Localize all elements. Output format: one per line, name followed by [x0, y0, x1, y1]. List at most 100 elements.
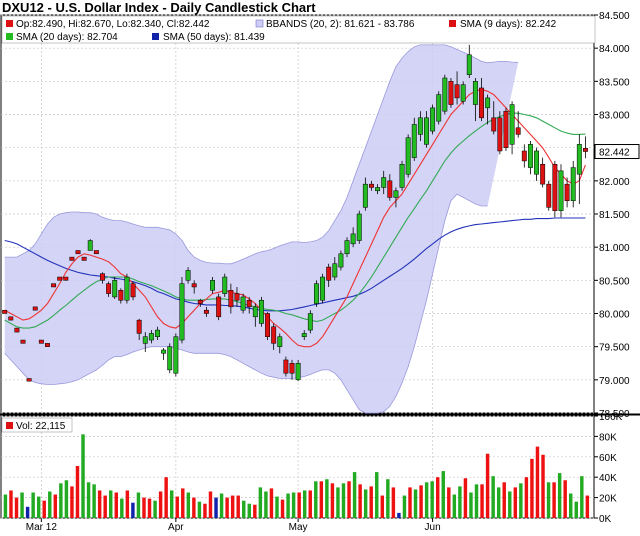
- volume-bar: [424, 482, 429, 518]
- volume-bar: [314, 481, 318, 518]
- volume-bar: [186, 492, 191, 518]
- bbands-legend-swatch: [255, 19, 264, 28]
- volume-bar: [181, 488, 185, 518]
- volume-bar: [496, 487, 501, 518]
- volume-bar: [569, 493, 573, 518]
- candle-body: [387, 180, 393, 198]
- price-tick-label: 81.000: [599, 243, 630, 254]
- candle-body: [216, 296, 222, 318]
- candle-body: [240, 296, 246, 311]
- volume-bar: [552, 482, 556, 518]
- volume-bar: [25, 506, 30, 518]
- candle-body: [112, 280, 118, 298]
- volume-bar: [485, 453, 490, 518]
- candle-body: [350, 233, 356, 245]
- volume-bar: [352, 472, 357, 518]
- volume-bar: [347, 481, 351, 518]
- candle-body: [26, 378, 32, 382]
- volume-bar: [3, 494, 8, 518]
- volume-bar: [391, 487, 396, 518]
- candle-body: [100, 273, 105, 281]
- price-tick-label: 79.000: [599, 376, 630, 387]
- candle-body: [2, 309, 8, 314]
- candle-body: [472, 81, 478, 105]
- price-tick-label: 80.000: [599, 310, 630, 321]
- volume-bar: [369, 486, 373, 518]
- candle-body: [430, 107, 436, 132]
- ohlc-legend: Op:82.490, Hi:82.670, Lo:82.340, Cl:82.4…: [16, 19, 210, 30]
- candle-body: [424, 117, 429, 145]
- volume-bar: [230, 495, 235, 518]
- date-tick-label: May: [289, 522, 308, 533]
- candle-body: [546, 183, 552, 208]
- candle-body: [142, 336, 148, 344]
- candle-body: [191, 283, 197, 288]
- volume-bar: [53, 494, 58, 518]
- volume-bar: [508, 491, 512, 518]
- candle-body: [234, 293, 240, 301]
- candle-body: [411, 124, 417, 158]
- candle-body: [509, 104, 515, 145]
- volume-bar: [341, 483, 346, 518]
- candle-body: [454, 84, 460, 99]
- volume-bar: [92, 484, 96, 518]
- volume-bar: [59, 483, 63, 518]
- volume-panel: Mar 12 Apr May Jun 100K 80K 60K 40K 20K 0K: [0, 412, 623, 533]
- volume-bar: [480, 484, 484, 518]
- volume-bar: [158, 491, 163, 518]
- candle-body: [503, 110, 509, 148]
- candle-body: [521, 150, 527, 162]
- volume-bar: [452, 494, 457, 518]
- volume-bar: [286, 493, 290, 518]
- sma9-legend-swatch: [449, 20, 456, 27]
- candle-body: [399, 164, 405, 188]
- candle-body: [179, 283, 185, 341]
- price-tick-label: 83.000: [599, 111, 630, 122]
- volume-bar: [563, 480, 567, 518]
- sma50-legend-swatch: [152, 33, 159, 40]
- bollinger-upper-line: [4, 44, 519, 265]
- volume-bar: [574, 501, 578, 518]
- candle-body: [197, 299, 203, 304]
- candle-body: [203, 309, 209, 314]
- volume-bar: [258, 487, 263, 518]
- volume-bar: [297, 492, 301, 518]
- volume-legend-swatch: [6, 422, 13, 429]
- volume-bar: [142, 497, 146, 518]
- sma20-legend: SMA (20 days): 82.704: [16, 32, 118, 43]
- sma20-legend-swatch: [6, 33, 13, 40]
- candle-body: [527, 144, 533, 168]
- volume-bar: [375, 472, 379, 518]
- price-tick-label: 80.500: [599, 276, 630, 287]
- candle-body: [307, 313, 313, 331]
- volume-bar: [580, 476, 584, 518]
- volume-bar: [86, 482, 91, 518]
- candle-body: [32, 306, 38, 311]
- volume-bar: [435, 477, 440, 518]
- volume-bar: [264, 491, 268, 518]
- candle-body: [485, 97, 491, 109]
- volume-bar: [458, 486, 462, 518]
- candle-body: [356, 213, 362, 241]
- volume-bar: [557, 473, 562, 518]
- candle-body: [491, 117, 497, 132]
- volume-bar: [75, 465, 80, 518]
- price-tick-label: 84.500: [599, 11, 630, 22]
- candle-body: [81, 256, 87, 261]
- volume-bar: [291, 492, 296, 518]
- candle-body: [369, 183, 374, 188]
- volume-bar: [358, 484, 362, 518]
- volume-bar: [109, 490, 113, 518]
- candle-body: [148, 333, 154, 341]
- volume-bar: [441, 471, 445, 518]
- candle-body: [393, 190, 399, 198]
- volume-bar: [330, 483, 335, 518]
- volume-bar: [175, 496, 179, 518]
- candle-body: [314, 283, 319, 304]
- candle-body: [75, 250, 81, 255]
- volume-bar: [546, 482, 551, 518]
- candle-body: [381, 177, 387, 188]
- volume-bar: [97, 490, 102, 518]
- candle-body: [497, 117, 503, 152]
- candle-body: [173, 336, 179, 374]
